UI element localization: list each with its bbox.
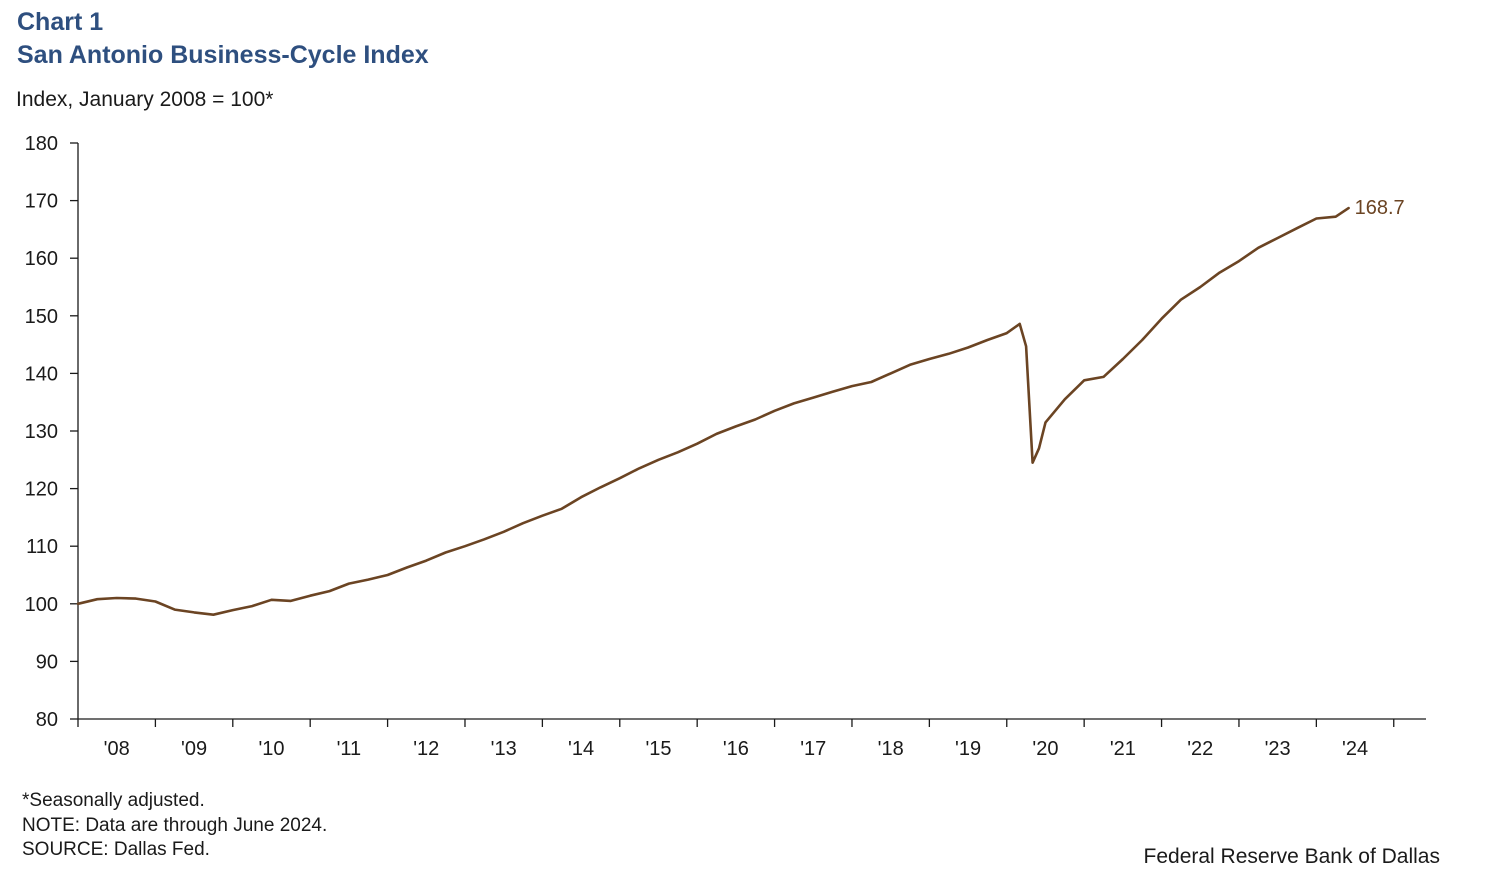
- y-tick-label: 110: [26, 536, 58, 558]
- x-tick-label: '21: [1110, 738, 1136, 760]
- x-tick-label: '22: [1187, 738, 1213, 760]
- y-tick-label: 160: [25, 248, 58, 270]
- y-tick-label: 140: [25, 363, 58, 385]
- series-line: [76, 206, 1350, 617]
- x-tick-label: '19: [955, 738, 981, 760]
- footnote-source: SOURCE: Dallas Fed.: [22, 839, 210, 860]
- y-tick-label: 130: [25, 421, 58, 443]
- y-tick-label: 170: [25, 191, 58, 213]
- x-tick-label: '23: [1265, 738, 1291, 760]
- x-tick-label: '17: [800, 738, 826, 760]
- chart-axes: [77, 143, 1426, 720]
- y-tick-label: 180: [25, 133, 58, 155]
- x-axis: '08 '09 '10 '11 '12 '13 '14 '15 '16 '17 '18 '19 '20 '…: [77, 719, 1395, 760]
- series-group: 168.7: [76, 197, 1405, 617]
- chart-title: San Antonio Business-Cycle Index: [17, 41, 429, 69]
- x-tick-label: '18: [878, 738, 904, 760]
- x-tick-label: '12: [413, 738, 439, 760]
- x-tick-label: '24: [1342, 738, 1368, 760]
- end-value-label: 168.7: [1355, 197, 1405, 219]
- y-tick-label: 80: [36, 709, 58, 731]
- footnotes: *Seasonally adjusted. NOTE: Data are thr…: [22, 789, 327, 863]
- y-axis: 80 90 100 110 120 130 140 150 160 170 180: [25, 133, 78, 731]
- y-tick-label: 150: [25, 306, 58, 328]
- chart-number: Chart 1: [17, 8, 104, 36]
- y-axis-unit-label: Index, January 2008 = 100*: [16, 88, 274, 111]
- footnote-note: NOTE: Data are through June 2024.: [22, 814, 328, 836]
- x-tick-label: '20: [1032, 738, 1058, 760]
- x-tick-label: '14: [568, 738, 594, 760]
- source-credit: Federal Reserve Bank of Dallas: [1143, 845, 1440, 868]
- x-tick-label: '10: [258, 738, 284, 760]
- x-tick-label: '16: [723, 738, 749, 760]
- y-tick-label: 100: [25, 594, 58, 616]
- x-tick-label: '09: [181, 738, 207, 760]
- x-tick-label: '11: [337, 738, 362, 760]
- x-tick-label: '08: [104, 738, 130, 760]
- x-tick-label: '15: [645, 738, 671, 760]
- y-tick-label: 90: [36, 651, 58, 673]
- y-tick-label: 120: [25, 479, 58, 501]
- x-tick-label: '13: [491, 738, 517, 760]
- footnote-seasonal: *Seasonally adjusted.: [22, 790, 205, 811]
